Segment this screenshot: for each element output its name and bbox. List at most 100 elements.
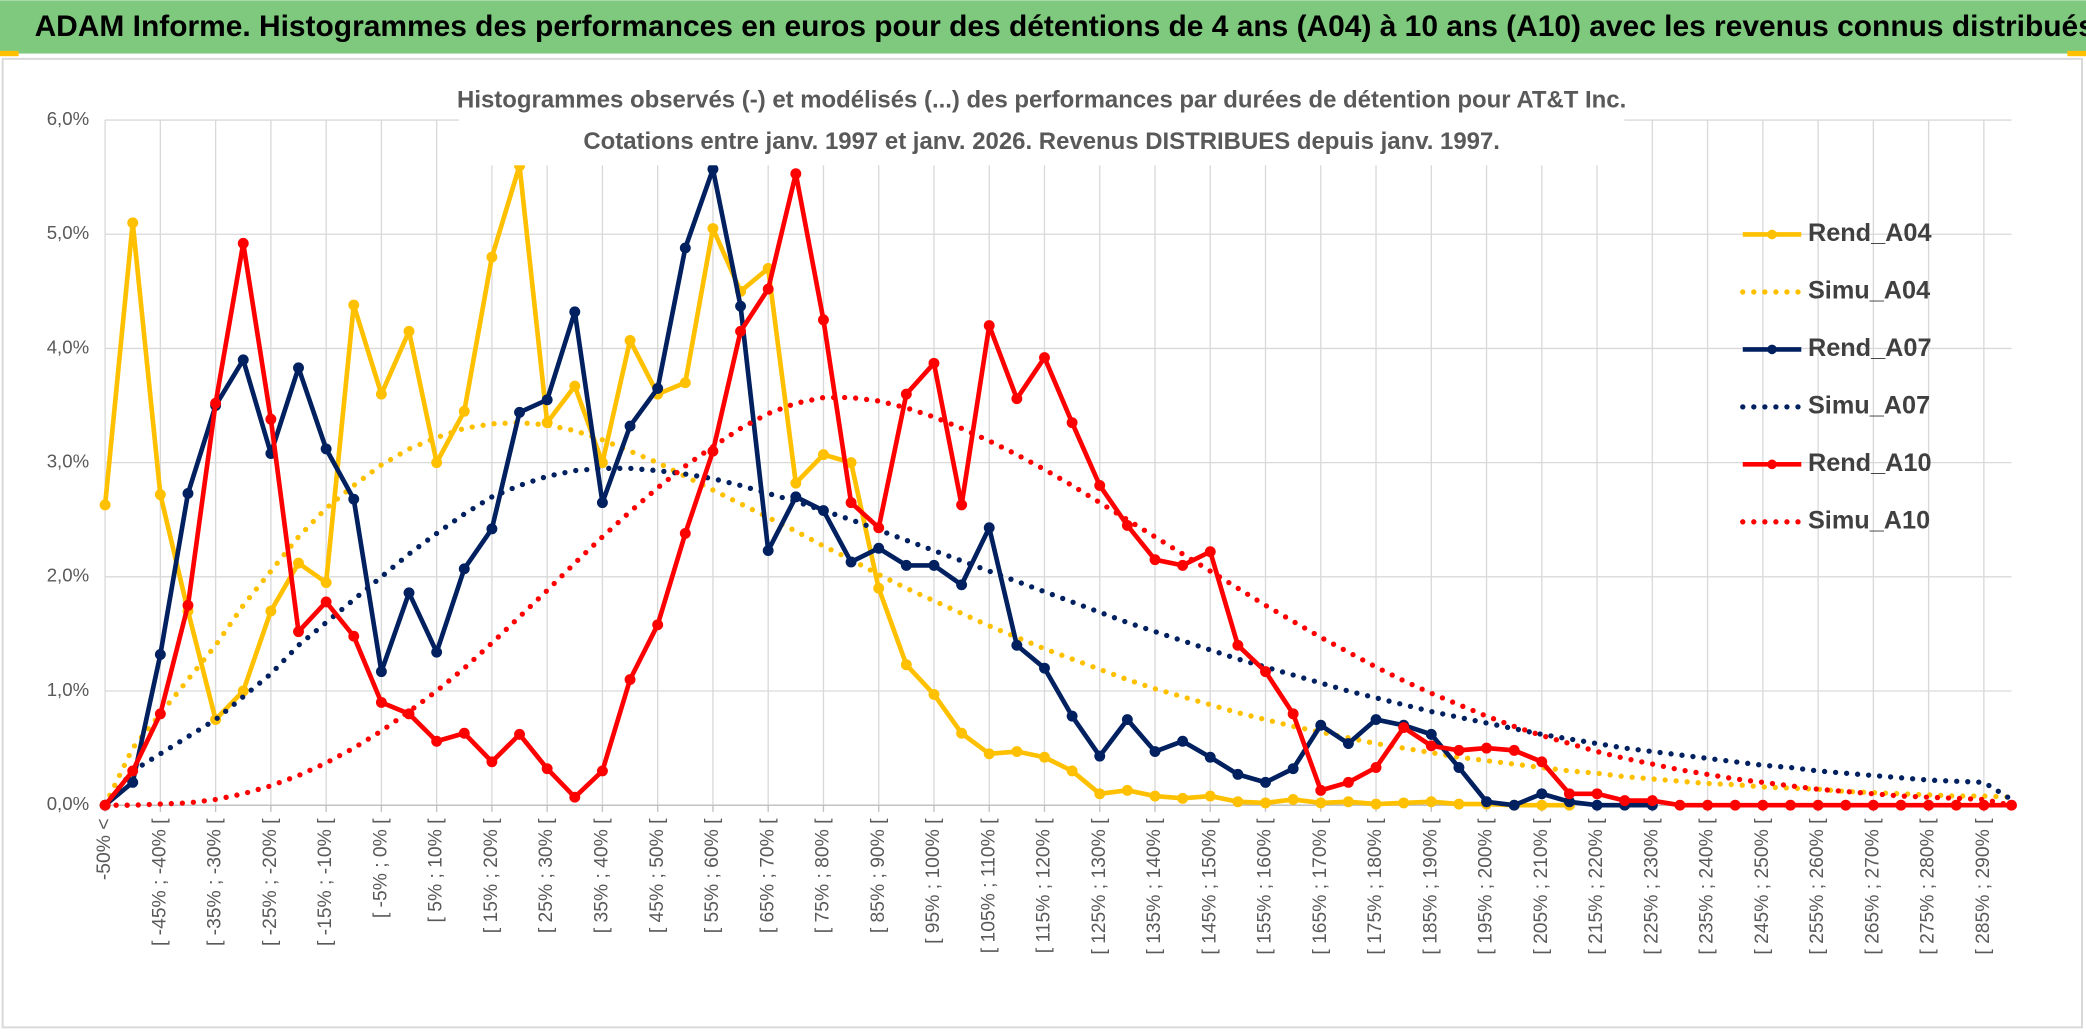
data-point: [1011, 746, 1023, 757]
data-point: [1453, 744, 1465, 756]
x-tick-label: [ 215% ; 220% [: [1586, 818, 1607, 955]
data-point: [375, 388, 387, 400]
data-point: [1094, 788, 1106, 800]
x-tick-label: [ 55% ; 60% [: [702, 818, 723, 933]
data-point: [652, 382, 664, 394]
data-point: [182, 487, 194, 499]
data-point: [1923, 799, 1935, 811]
data-point: [320, 443, 332, 455]
data-point: [458, 405, 470, 417]
data-point: [956, 499, 968, 511]
data-point: [928, 559, 940, 571]
data-point: [735, 325, 747, 337]
data-point: [1342, 796, 1354, 808]
data-point: [1508, 744, 1520, 756]
x-tick-label: [ 285% ; 290% [: [1973, 818, 1994, 955]
data-point: [1011, 639, 1023, 651]
y-tick-label: 0,0%: [47, 793, 89, 814]
data-point: [569, 791, 581, 803]
legend-label: Rend_A07: [1808, 334, 1932, 362]
x-tick-label: [ 255% ; 260% [: [1807, 818, 1828, 955]
x-tick-label: [ -45% ; -40% [: [149, 818, 170, 946]
x-tick-label: [ 15% ; 20% [: [481, 818, 502, 933]
data-point: [348, 493, 360, 505]
data-point: [1011, 393, 1023, 405]
data-point: [873, 582, 885, 594]
data-point: [1453, 762, 1465, 773]
data-point: [1287, 794, 1299, 805]
data-point: [486, 251, 498, 263]
data-point: [845, 497, 857, 509]
header-title: ADAM Informe. Histogrammes des performan…: [35, 10, 2086, 43]
data-point: [956, 727, 968, 739]
data-point: [596, 497, 608, 509]
data-point: [845, 556, 857, 568]
series-line: [103, 171, 2012, 808]
data-point: [679, 242, 691, 254]
data-point: [1370, 798, 1382, 810]
data-point: [569, 306, 581, 318]
data-point: [265, 605, 277, 617]
data-point: [1674, 799, 1686, 811]
legend-label: Simu_A04: [1808, 277, 1930, 305]
data-point: [1121, 519, 1133, 531]
x-tick-label: [ 85% ; 90% [: [868, 818, 889, 933]
data-point: [1370, 714, 1382, 726]
data-point: [1260, 797, 1271, 809]
data-point: [1563, 788, 1575, 800]
data-point: [320, 596, 332, 608]
data-point: [762, 283, 774, 295]
x-tick-label: [ 265% ; 270% [: [1862, 818, 1883, 955]
data-point: [1177, 735, 1189, 747]
data-point: [403, 325, 415, 337]
data-point: [514, 728, 525, 740]
data-point: [1398, 797, 1410, 809]
x-tick-label: [ -5% ; 0% [: [370, 818, 391, 918]
data-point: [707, 163, 719, 175]
data-point: [1260, 776, 1271, 788]
data-point: [1536, 788, 1548, 800]
data-point: [928, 688, 940, 700]
data-point: [1177, 792, 1189, 804]
data-point: [514, 406, 525, 418]
data-point: [1149, 554, 1161, 566]
data-point: [154, 649, 166, 660]
data-point: [1425, 796, 1437, 808]
data-point: [900, 659, 912, 671]
data-point: [293, 626, 304, 638]
header-bar: [0, 0, 2086, 54]
data-point: [1149, 790, 1161, 802]
x-tick-label: [ 165% ; 170% [: [1310, 818, 1331, 955]
x-tick-label: [ 35% ; 40% [: [592, 818, 613, 933]
data-point: [652, 619, 664, 631]
x-tick-label: [ 225% ; 230% [: [1641, 818, 1662, 955]
data-point: [624, 420, 636, 432]
data-point: [735, 300, 747, 312]
corner: [0, 50, 19, 57]
data-point: [1867, 799, 1879, 811]
x-tick-label: [ 185% ; 190% [: [1420, 818, 1441, 955]
data-point: [1121, 714, 1133, 726]
data-point: [431, 735, 443, 747]
data-point: [817, 314, 829, 326]
x-tick-label: [ 25% ; 30% [: [536, 818, 557, 933]
data-point: [1840, 799, 1852, 811]
data-point: [1260, 666, 1271, 678]
data-point: [1812, 799, 1824, 811]
data-point: [154, 708, 166, 720]
data-point: [1785, 799, 1796, 811]
data-point: [1370, 762, 1382, 773]
x-tick-label: [ 195% ; 200% [: [1476, 818, 1497, 955]
x-tick-label: [ 155% ; 160% [: [1255, 818, 1276, 955]
data-point: [182, 599, 194, 611]
data-point: [1536, 799, 1548, 811]
series-line: [102, 394, 2015, 808]
data-point: [1342, 776, 1354, 788]
grid: 0,0% 1,0% 2,0% 3,0% 4,0% 5,0% 6,0% -50% < [ -45%…: [47, 108, 2012, 955]
data-point: [458, 727, 470, 739]
data-point: [320, 577, 332, 588]
data-point: [1536, 756, 1548, 768]
data-point: [1232, 796, 1244, 808]
data-point: [1121, 784, 1133, 796]
